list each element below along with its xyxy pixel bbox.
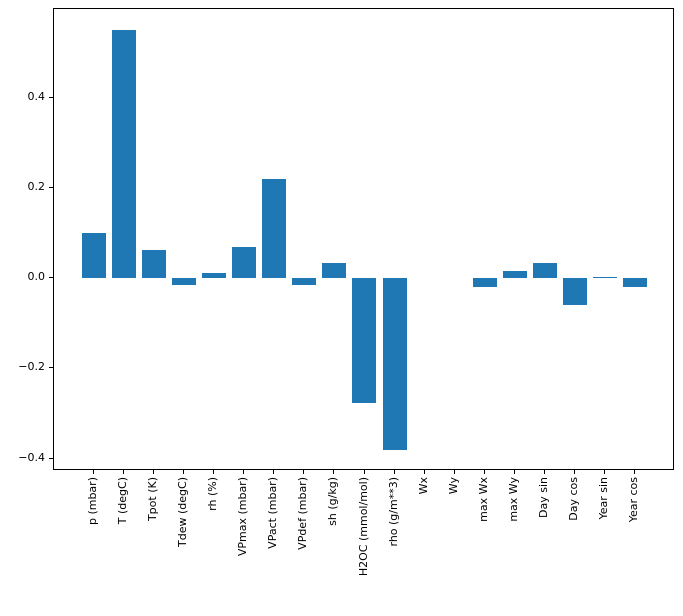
- x-tick: [574, 470, 575, 474]
- y-tick: [49, 458, 53, 459]
- y-tick-label: −0.4: [18, 451, 45, 464]
- x-tick: [333, 470, 334, 474]
- x-tick-label: VPdef (mbar): [296, 477, 309, 550]
- bar: [622, 278, 647, 288]
- x-tick: [484, 470, 485, 474]
- y-tick: [49, 97, 53, 98]
- x-tick: [273, 470, 274, 474]
- x-tick: [544, 470, 545, 474]
- x-tick: [213, 470, 214, 474]
- bar: [502, 271, 527, 279]
- x-tick: [153, 470, 154, 474]
- y-tick: [49, 367, 53, 368]
- x-tick-label: max Wx: [477, 477, 490, 522]
- bar: [322, 263, 347, 279]
- x-tick: [394, 470, 395, 474]
- bar: [262, 179, 287, 279]
- x-tick-label: Day sin: [537, 477, 550, 518]
- y-tick-label: 0.0: [27, 270, 46, 283]
- x-tick-label: Tdew (degC): [176, 477, 189, 547]
- x-tick-label: Year sin: [597, 477, 610, 520]
- x-tick: [303, 470, 304, 474]
- x-tick: [424, 470, 425, 474]
- bar: [292, 278, 317, 286]
- x-tick: [123, 470, 124, 474]
- x-tick: [454, 470, 455, 474]
- bar: [472, 278, 497, 288]
- bar: [112, 30, 137, 279]
- x-tick-label: Tpot (K): [146, 477, 159, 522]
- x-tick-label: Wx: [417, 477, 430, 495]
- x-tick-label: T (degC): [116, 477, 129, 525]
- x-tick: [93, 470, 94, 474]
- x-tick: [243, 470, 244, 474]
- x-tick-label: rh (%): [206, 477, 219, 511]
- x-tick-label: max Wy: [507, 477, 520, 522]
- y-tick-label: 0.2: [27, 180, 46, 193]
- x-tick: [604, 470, 605, 474]
- x-tick-label: Wy: [447, 477, 460, 495]
- x-tick: [183, 470, 184, 474]
- bar: [592, 277, 617, 279]
- x-tick-label: p (mbar): [86, 477, 99, 526]
- bar: [202, 273, 227, 279]
- x-tick-label: H2OC (mmol/mol): [357, 477, 370, 577]
- bar: [142, 250, 167, 279]
- x-tick: [364, 470, 365, 474]
- x-tick: [514, 470, 515, 474]
- bar: [232, 247, 257, 279]
- bar: [352, 278, 377, 404]
- x-tick-label: Year cos: [627, 477, 640, 523]
- x-tick-label: VPact (mbar): [266, 477, 279, 549]
- y-tick: [49, 187, 53, 188]
- plot-area: [53, 8, 674, 470]
- x-tick-label: Day cos: [567, 477, 580, 521]
- x-tick-label: rho (g/m**3): [387, 477, 400, 547]
- bar: [562, 278, 587, 306]
- x-tick: [634, 470, 635, 474]
- y-tick-label: 0.4: [27, 90, 46, 103]
- bar: [172, 278, 197, 286]
- x-tick-label: VPmax (mbar): [236, 477, 249, 557]
- y-tick-label: −0.2: [18, 360, 45, 373]
- bar: [82, 233, 107, 279]
- bar: [382, 278, 407, 451]
- y-tick: [49, 277, 53, 278]
- x-tick-label: sh (g/kg): [326, 477, 339, 526]
- bar: [532, 263, 557, 279]
